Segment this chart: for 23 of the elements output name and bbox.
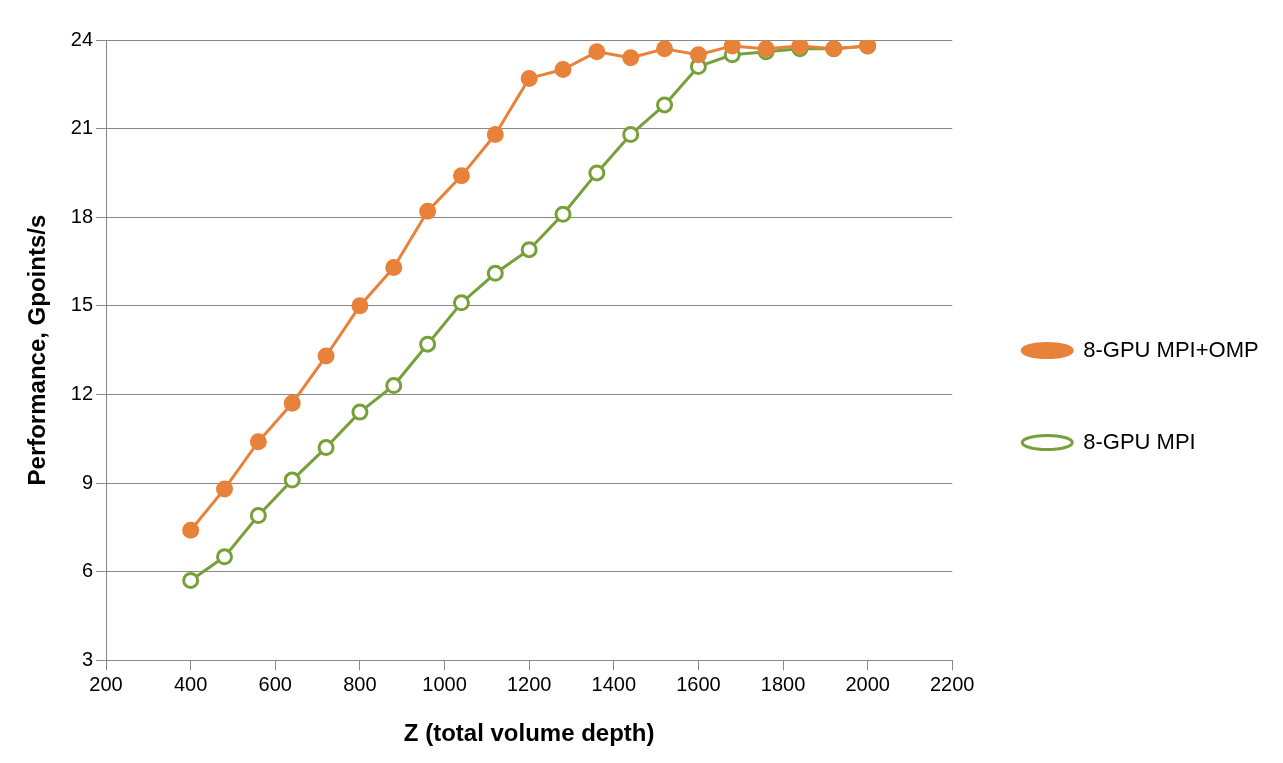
y-tick-label: 24 [70, 27, 94, 50]
y-tick-label: 6 [81, 559, 94, 582]
x-tick-label: 1600 [676, 672, 721, 695]
x-tick-label: 400 [173, 672, 208, 695]
x-tick-label: 200 [89, 672, 123, 695]
y-tick-label: 3 [81, 647, 94, 670]
y-tick-label: 12 [70, 381, 94, 404]
x-tick-label: 1400 [591, 672, 637, 695]
y-axis-title: Performance, Gpoints/s [23, 214, 51, 486]
y-tick-label: 18 [70, 204, 94, 227]
x-tick-label: 800 [343, 672, 377, 695]
x-tick-label: 1800 [760, 672, 806, 695]
legend-label: 8-GPU MPI [1083, 428, 1196, 454]
y-tick-label: 21 [70, 116, 94, 139]
legend-label: 8-GPU MPI+OMP [1083, 336, 1259, 362]
y-tick-label: 9 [81, 470, 94, 493]
x-tick-label: 600 [258, 672, 292, 695]
x-tick-label: 2000 [845, 672, 890, 695]
x-tick-label: 1200 [506, 672, 552, 695]
x-tick-label: 2200 [930, 672, 975, 695]
x-tick-label: 1000 [422, 672, 467, 695]
x-axis-title: Z (total volume depth) [403, 719, 655, 747]
y-tick-label: 15 [70, 293, 94, 316]
